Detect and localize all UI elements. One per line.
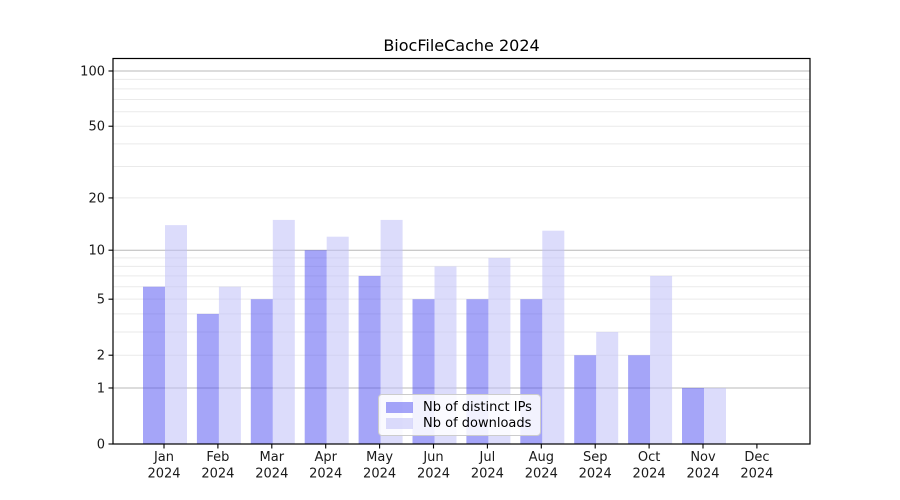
bar-downloads-apr [326,236,349,444]
bar-downloads-may [380,219,403,444]
y-tick-label: 50 [88,120,105,135]
x-tick-label-year: 2024 [471,467,504,482]
bar-distinct-ips-sep [574,355,597,444]
bar-downloads-oct [650,275,673,444]
x-tick-label-month: Jul [479,450,496,465]
x-tick-label-year: 2024 [417,467,450,482]
bar-downloads-nov [704,387,726,444]
bar-distinct-ips-apr [304,250,327,444]
bar-distinct-ips-feb [196,313,219,444]
plot-border [112,57,811,445]
bar-distinct-ips-may [358,275,381,444]
x-tick-label-month: Jun [422,450,443,465]
chart-title: BiocFileCache 2024 [383,36,540,55]
x-tick-label-year: 2024 [363,467,396,482]
legend-item-downloads: Nb of downloads [386,415,532,431]
y-tick-label: 10 [88,244,105,259]
x-tick-label-year: 2024 [740,467,773,482]
legend-label-distinct-ips: Nb of distinct IPs [423,399,532,415]
x-tick-label-year: 2024 [201,467,234,482]
legend-item-distinct-ips: Nb of distinct IPs [386,399,532,415]
x-tick-label-month: Mar [260,450,285,465]
x-tick-label-year: 2024 [686,467,719,482]
bar-downloads-aug [542,230,565,444]
legend-swatch-distinct-ips-icon [386,401,413,413]
legend: Nb of distinct IPs Nb of downloads [378,394,541,436]
legend-swatch-downloads-icon [386,417,413,429]
x-tick-label-month: Sep [583,450,608,465]
x-tick-label-month: Apr [314,450,337,465]
x-tick-label-year: 2024 [255,467,288,482]
y-tick-label: 5 [97,293,105,308]
y-tick-label: 0 [97,438,105,453]
x-tick-label-month: Feb [206,450,229,465]
bar-distinct-ips-nov [682,387,704,444]
x-tick-label-year: 2024 [579,467,612,482]
x-tick-label-month: Aug [529,450,554,465]
x-tick-label-year: 2024 [147,467,180,482]
x-tick-label-month: Dec [744,450,769,465]
bar-downloads-sep [596,331,619,444]
y-tick-label: 20 [88,191,105,206]
x-tick-label-year: 2024 [633,467,666,482]
x-tick-label-month: Oct [638,450,660,465]
y-tick-label: 100 [80,64,105,79]
legend-label-downloads: Nb of downloads [423,415,532,431]
bar-distinct-ips-oct [628,355,651,444]
x-tick-label-month: Nov [690,450,716,465]
bar-downloads-mar [272,219,295,444]
x-tick-label-month: Jan [153,450,174,465]
bar-downloads-feb [218,286,241,444]
bar-distinct-ips-mar [250,299,273,444]
y-tick-label: 2 [97,349,105,364]
bar-downloads-jan [165,225,187,444]
y-tick-label: 1 [97,381,105,396]
x-tick-label-month: May [366,450,393,465]
x-tick-label-year: 2024 [309,467,342,482]
x-tick-label-year: 2024 [525,467,558,482]
bar-distinct-ips-jan [143,286,165,444]
